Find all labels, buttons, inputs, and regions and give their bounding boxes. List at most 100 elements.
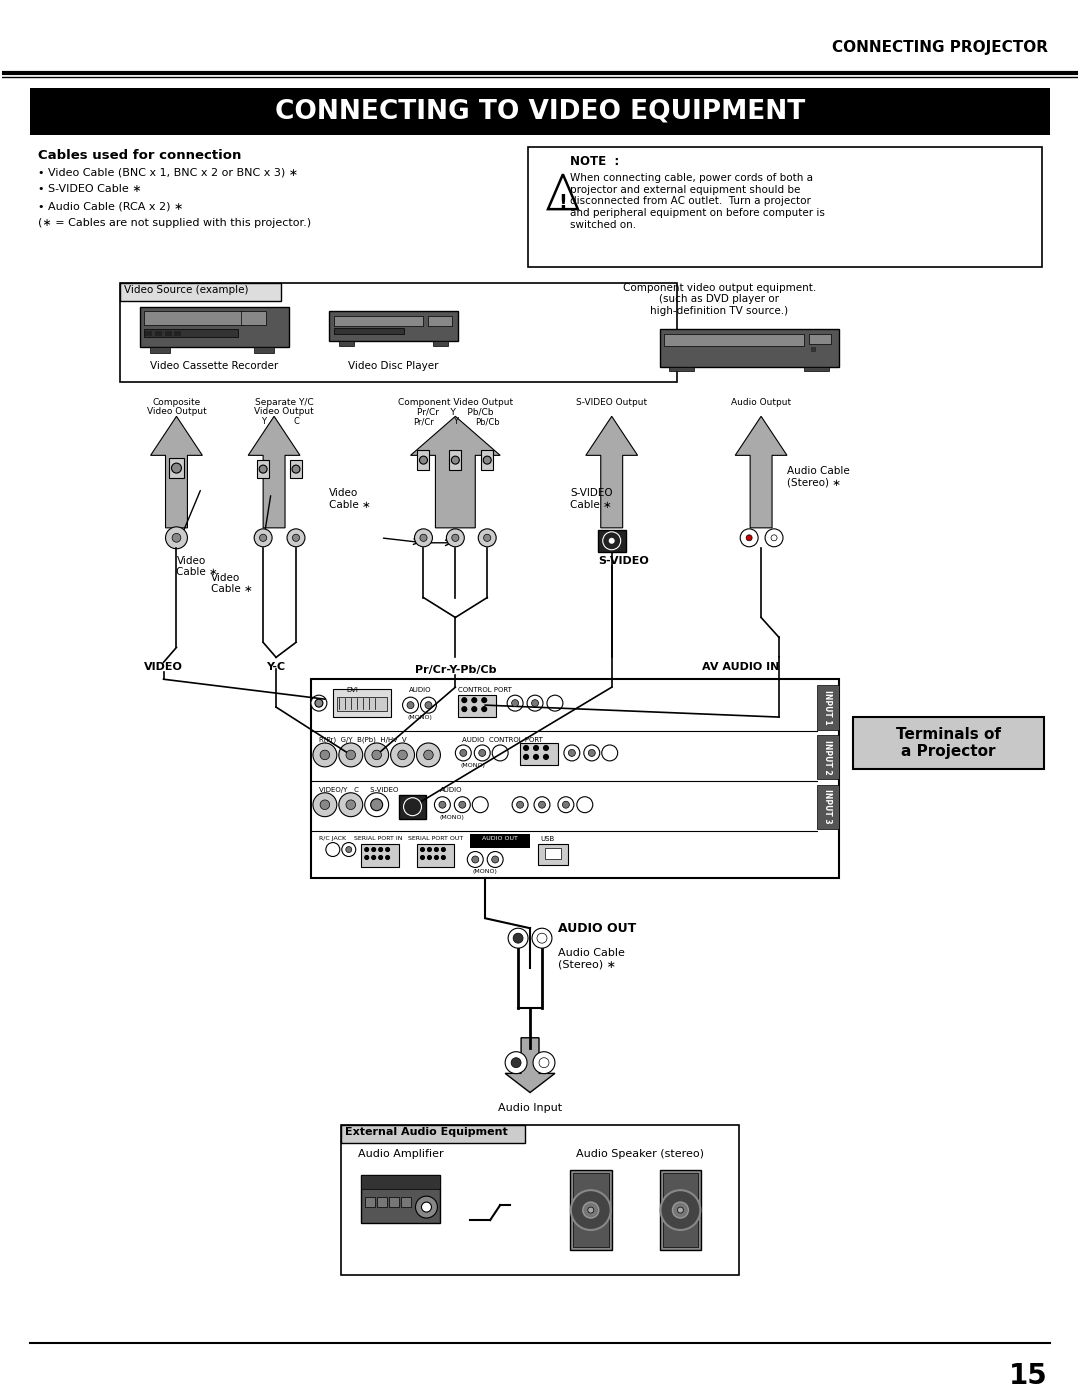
Circle shape	[315, 698, 323, 707]
Text: Terminals of
a Projector: Terminals of a Projector	[895, 726, 1001, 759]
Text: When connecting cable, power cords of both a
projector and external equipment sh: When connecting cable, power cords of bo…	[570, 173, 825, 229]
Circle shape	[482, 697, 487, 703]
Text: Audio Cable
(Stereo) ∗: Audio Cable (Stereo) ∗	[787, 467, 850, 488]
Text: CONTROL PORT: CONTROL PORT	[458, 687, 512, 693]
Circle shape	[527, 696, 543, 711]
Circle shape	[346, 847, 352, 852]
Circle shape	[311, 696, 327, 711]
Circle shape	[313, 743, 337, 767]
Circle shape	[386, 848, 390, 852]
Text: C: C	[293, 418, 299, 426]
Circle shape	[417, 743, 441, 767]
Text: Component Video Output: Component Video Output	[397, 398, 513, 408]
Bar	[664, 334, 804, 345]
Text: Video Disc Player: Video Disc Player	[349, 360, 438, 370]
Circle shape	[462, 697, 467, 703]
Circle shape	[577, 796, 593, 813]
Text: Cables used for connection: Cables used for connection	[38, 149, 242, 162]
Circle shape	[434, 855, 438, 859]
Bar	[570, 1171, 611, 1250]
Bar	[333, 689, 391, 717]
Circle shape	[513, 933, 523, 943]
Polygon shape	[505, 1038, 555, 1092]
Circle shape	[455, 796, 470, 813]
Circle shape	[524, 746, 528, 750]
Circle shape	[451, 534, 459, 542]
Bar	[811, 346, 815, 352]
Circle shape	[339, 792, 363, 817]
Text: Audio Output: Audio Output	[731, 398, 792, 408]
Bar	[816, 685, 839, 731]
Circle shape	[478, 529, 496, 546]
Bar	[482, 450, 494, 469]
Text: (MONO): (MONO)	[473, 869, 498, 875]
Text: (∗ = Cables are not supplied with this projector.): (∗ = Cables are not supplied with this p…	[38, 218, 311, 228]
Circle shape	[487, 852, 503, 868]
Bar	[401, 1197, 410, 1207]
Circle shape	[165, 527, 188, 549]
Text: AUDIO OUT: AUDIO OUT	[483, 835, 518, 841]
Circle shape	[531, 700, 539, 707]
Polygon shape	[150, 416, 202, 528]
Bar	[816, 735, 839, 778]
Circle shape	[172, 534, 180, 542]
Text: Video Source (example): Video Source (example)	[124, 285, 248, 295]
Bar	[168, 458, 185, 478]
Bar	[433, 341, 448, 345]
Circle shape	[459, 802, 465, 809]
Bar	[417, 844, 455, 868]
Circle shape	[472, 796, 488, 813]
Circle shape	[419, 457, 428, 464]
Circle shape	[420, 848, 424, 852]
Text: Video
Cable ∗: Video Cable ∗	[212, 573, 253, 594]
Text: • S-VIDEO Cable ∗: • S-VIDEO Cable ∗	[38, 184, 141, 194]
Text: AUDIO: AUDIO	[408, 687, 431, 693]
Text: (MONO): (MONO)	[407, 715, 432, 719]
Text: !: !	[558, 193, 567, 212]
Circle shape	[365, 792, 389, 817]
Circle shape	[259, 534, 267, 542]
Circle shape	[746, 535, 752, 541]
Text: R/C JACK: R/C JACK	[319, 835, 346, 841]
Circle shape	[320, 750, 329, 760]
Circle shape	[546, 696, 563, 711]
Circle shape	[379, 855, 382, 859]
Circle shape	[740, 529, 758, 546]
Polygon shape	[410, 416, 500, 528]
Bar	[154, 331, 162, 335]
Circle shape	[468, 852, 483, 868]
Circle shape	[492, 745, 508, 761]
Text: S-VIDEO Output: S-VIDEO Output	[576, 398, 647, 408]
Text: SERIAL PORT IN: SERIAL PORT IN	[354, 835, 403, 841]
Bar	[597, 529, 625, 552]
Circle shape	[420, 534, 427, 542]
Circle shape	[416, 1196, 437, 1218]
Bar	[449, 450, 461, 469]
Circle shape	[584, 745, 599, 761]
Text: (MONO): (MONO)	[461, 763, 486, 768]
Circle shape	[512, 796, 528, 813]
Circle shape	[293, 534, 299, 542]
Text: Pr/Cr    Y    Pb/Cb: Pr/Cr Y Pb/Cb	[417, 408, 494, 416]
Bar	[377, 1197, 387, 1207]
Text: Y: Y	[453, 418, 458, 426]
Bar	[120, 282, 677, 383]
Text: CONNECTING PROJECTOR: CONNECTING PROJECTOR	[832, 39, 1048, 54]
Circle shape	[339, 743, 363, 767]
Polygon shape	[585, 416, 637, 528]
Circle shape	[420, 697, 436, 712]
Bar	[145, 331, 151, 335]
Text: SERIAL PORT OUT: SERIAL PORT OUT	[408, 835, 463, 841]
Circle shape	[609, 538, 615, 543]
Text: Video
Cable ∗: Video Cable ∗	[176, 556, 218, 577]
Bar	[150, 346, 170, 352]
Bar	[660, 328, 839, 366]
Circle shape	[474, 745, 490, 761]
Circle shape	[673, 1201, 688, 1218]
Circle shape	[543, 754, 549, 760]
Circle shape	[484, 534, 490, 542]
Text: USB: USB	[540, 835, 554, 841]
Text: DVI: DVI	[347, 687, 359, 693]
Circle shape	[313, 792, 337, 817]
Text: External Audio Equipment: External Audio Equipment	[345, 1127, 508, 1137]
